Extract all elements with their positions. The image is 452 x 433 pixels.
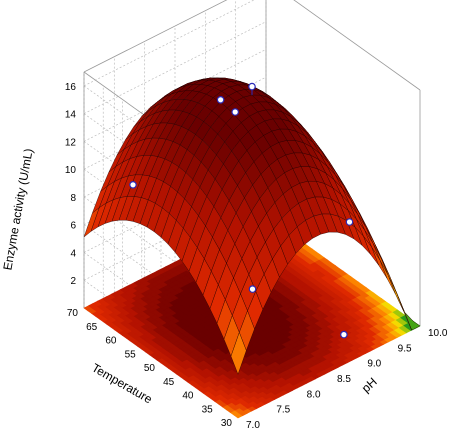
grid-line-z [83, 21, 267, 114]
z-tick-label: 8 [70, 193, 76, 204]
surface-cell [230, 331, 247, 375]
y-tick-label: 35 [202, 404, 214, 415]
z-tick-label: 4 [70, 248, 76, 259]
y-tick-label: 45 [163, 377, 175, 388]
z-tick-label: 16 [65, 82, 77, 93]
x-tick-label: 9.5 [398, 343, 412, 354]
surface-cell [371, 246, 388, 279]
z-tick-label: 6 [70, 221, 76, 232]
frame-edge [83, 0, 228, 73]
data-point [216, 96, 225, 104]
x-tick-label: 8.5 [337, 374, 351, 385]
y-tick-label: 40 [182, 391, 194, 402]
response-surface-mesh [83, 77, 421, 375]
data-point [129, 181, 137, 189]
z-tick-label: 14 [65, 110, 77, 121]
x-tick-label: 10.0 [428, 328, 448, 339]
frame-edge [293, 0, 421, 91]
y-tick-label: 55 [125, 349, 137, 360]
axis-tick-labels: 2 4 6 8 10 12 14 16 30 35 40 45 50 55 60 65 70 7.0 7.5 8.0 8… [65, 82, 448, 431]
y-tick-label: 70 [67, 308, 79, 319]
data-point [248, 82, 256, 91]
x-tick-label: 7.5 [276, 405, 290, 416]
x-tick-label: 8.0 [307, 389, 321, 400]
data-point [345, 218, 354, 226]
z-tick-label: 12 [65, 137, 77, 148]
y-tick-label: 30 [221, 418, 233, 429]
experimental-data-points [129, 82, 354, 339]
surface-cell [379, 259, 396, 294]
y-tick-label: 60 [105, 336, 117, 347]
data-point [248, 285, 257, 293]
y-tick-label: 65 [86, 322, 98, 333]
z-tick-label: 10 [65, 165, 77, 176]
y-tick-label: 50 [144, 363, 156, 374]
x-tick-label: 9.0 [367, 359, 381, 370]
data-point [231, 108, 240, 116]
z-axis-title: Enzyme activity (U/mL) [0, 147, 35, 271]
x-axis-title: pH [359, 375, 380, 396]
z-tick-label: 2 [70, 276, 76, 287]
x-tick-label: 7.0 [246, 420, 260, 431]
grid-line-z [83, 0, 255, 87]
data-point [340, 330, 348, 339]
